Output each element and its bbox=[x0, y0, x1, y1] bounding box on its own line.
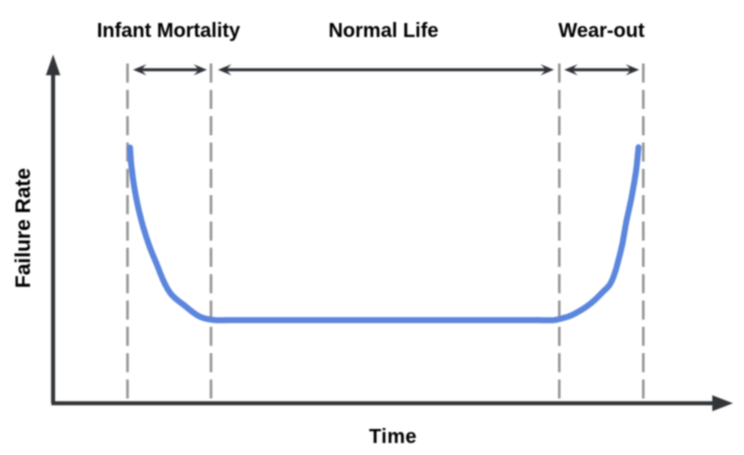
svg-text:Infant Mortality: Infant Mortality bbox=[97, 20, 241, 42]
svg-text:Normal Life: Normal Life bbox=[328, 20, 438, 42]
svg-text:Time: Time bbox=[369, 426, 417, 448]
svg-text:Failure Rate: Failure Rate bbox=[12, 168, 35, 288]
svg-text:Wear-out: Wear-out bbox=[558, 20, 645, 42]
